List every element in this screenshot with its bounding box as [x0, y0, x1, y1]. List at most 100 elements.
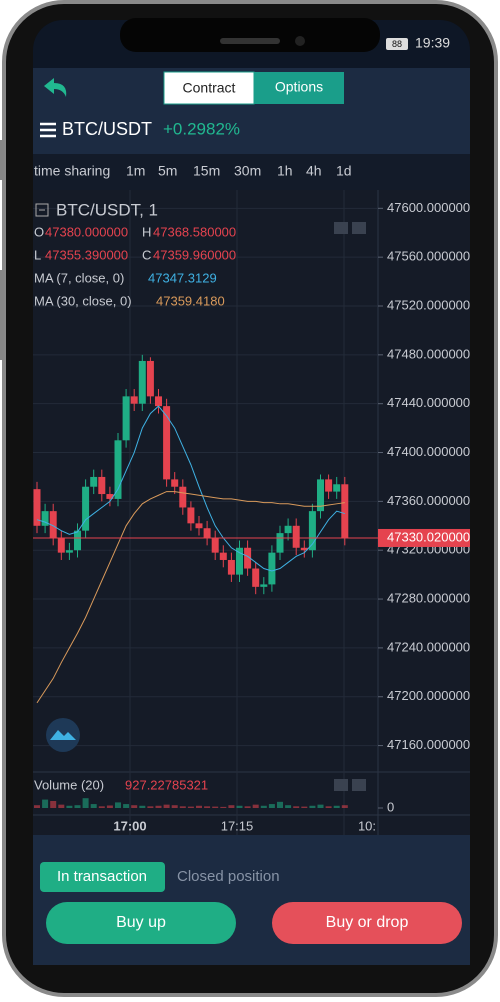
interval[interactable]: 5m: [158, 163, 177, 179]
ohlc-value: 47380.000000: [45, 224, 128, 239]
ohlc-value: 47368.580000: [153, 224, 236, 239]
y-tick-label: 47480.000000: [387, 346, 470, 361]
tab-label: Contract: [183, 80, 236, 96]
candle-body: [260, 584, 268, 587]
pane-button[interactable]: [334, 222, 348, 234]
volume-bar: [171, 805, 178, 808]
button-label: Buy or drop: [326, 914, 409, 931]
menu-icon[interactable]: [40, 122, 56, 138]
volume-bar: [309, 805, 316, 808]
candle-body: [236, 547, 243, 575]
buy-up-button[interactable]: [46, 902, 236, 944]
time-label: 17:15: [221, 818, 254, 833]
volume-value: 927.22785321: [125, 777, 208, 792]
volume-bar: [74, 805, 81, 808]
pane-button[interactable]: [352, 779, 366, 791]
volume-bar: [155, 805, 162, 808]
candle-body: [146, 360, 154, 397]
tab-label: In transaction: [57, 868, 147, 885]
interval[interactable]: 4h: [306, 163, 322, 179]
ohlc-key: C: [142, 247, 151, 262]
candle-body: [138, 360, 146, 404]
volume-bar: [42, 799, 49, 808]
volume-bar: [293, 806, 300, 808]
ohlc-value: 47359.960000: [153, 247, 236, 262]
candle-body: [227, 559, 235, 575]
drawing-tool-icon: [50, 730, 76, 740]
pane-button[interactable]: [334, 779, 348, 791]
y-tick-label: 47200.000000: [387, 688, 470, 703]
interval[interactable]: 15m: [193, 163, 220, 179]
volume-bar: [285, 805, 292, 808]
tab-closed-position[interactable]: Closed position: [177, 868, 280, 885]
candle-body: [155, 396, 162, 407]
ma-label: MA (7, close, 0): [34, 270, 124, 285]
volume-bar: [277, 801, 283, 808]
candle-body: [163, 406, 171, 480]
interval[interactable]: 1m: [126, 163, 145, 179]
interval[interactable]: 1h: [277, 163, 293, 179]
volume-bar: [228, 805, 235, 808]
camera: [295, 36, 305, 46]
collapse-icon[interactable]: [35, 203, 49, 217]
y-tick-label: 47400.000000: [387, 444, 470, 459]
y-tick-label: 47560.000000: [387, 249, 470, 264]
volume-bar: [58, 804, 65, 808]
tab-options[interactable]: [254, 72, 344, 104]
candle-body: [82, 486, 90, 531]
volume-bar: [196, 805, 202, 808]
candle-body: [187, 507, 195, 524]
volume-bar: [163, 804, 170, 808]
chart-title: BTC/USDT, 1: [56, 200, 158, 219]
back-arrow[interactable]: [44, 78, 67, 97]
interval[interactable]: time sharing: [34, 163, 110, 179]
pane-button[interactable]: [352, 222, 366, 234]
y-tick-label: 47520.000000: [387, 297, 470, 312]
volume-bar: [123, 804, 130, 808]
volume-bar: [106, 805, 113, 808]
candle-body: [195, 523, 203, 529]
volume-bar: [244, 806, 251, 808]
volume-bar: [82, 798, 89, 808]
candle-body: [252, 568, 260, 587]
candle-body: [268, 552, 276, 585]
volume-bar: [317, 804, 324, 808]
ma-value: 47347.3129: [148, 270, 217, 285]
volume-tick-label: 0: [387, 799, 394, 814]
volume-bar: [131, 805, 138, 808]
candle-body: [179, 486, 187, 508]
ohlc-key: O: [34, 224, 44, 239]
candle-body: [325, 479, 333, 492]
volume-bar: [147, 806, 154, 808]
last-price-box: [378, 528, 470, 547]
buy-drop-button[interactable]: [272, 902, 462, 944]
y-tick-label: 47440.000000: [387, 395, 470, 410]
y-tick-label: 47280.000000: [387, 590, 470, 605]
candle-body: [284, 525, 292, 534]
interval[interactable]: 30m: [234, 163, 261, 179]
volume-bar: [268, 804, 275, 808]
volume-bar: [236, 805, 243, 808]
candle-body: [114, 440, 122, 499]
candle-body: [74, 530, 81, 551]
volume-bar: [333, 805, 340, 808]
candle-body: [308, 511, 316, 551]
candle-body: [333, 484, 341, 492]
y-tick-label: 47240.000000: [387, 639, 470, 654]
ohlc-key: H: [142, 224, 151, 239]
volume-bar: [115, 802, 121, 808]
volume-label: Volume (20): [34, 777, 104, 792]
candle-body: [211, 538, 219, 553]
candle-body: [49, 511, 57, 538]
ma-value: 47359.4180: [156, 293, 225, 308]
candle-body: [244, 547, 252, 569]
candle-body: [106, 494, 114, 499]
tab-in-transaction[interactable]: [40, 862, 165, 892]
interval[interactable]: 1d: [336, 163, 352, 179]
volume-bar: [301, 806, 308, 808]
volume-bar: [252, 804, 259, 808]
candle-body: [33, 489, 41, 526]
volume-bar: [260, 805, 267, 808]
volume-bar: [325, 806, 332, 808]
candle-body: [57, 538, 65, 553]
